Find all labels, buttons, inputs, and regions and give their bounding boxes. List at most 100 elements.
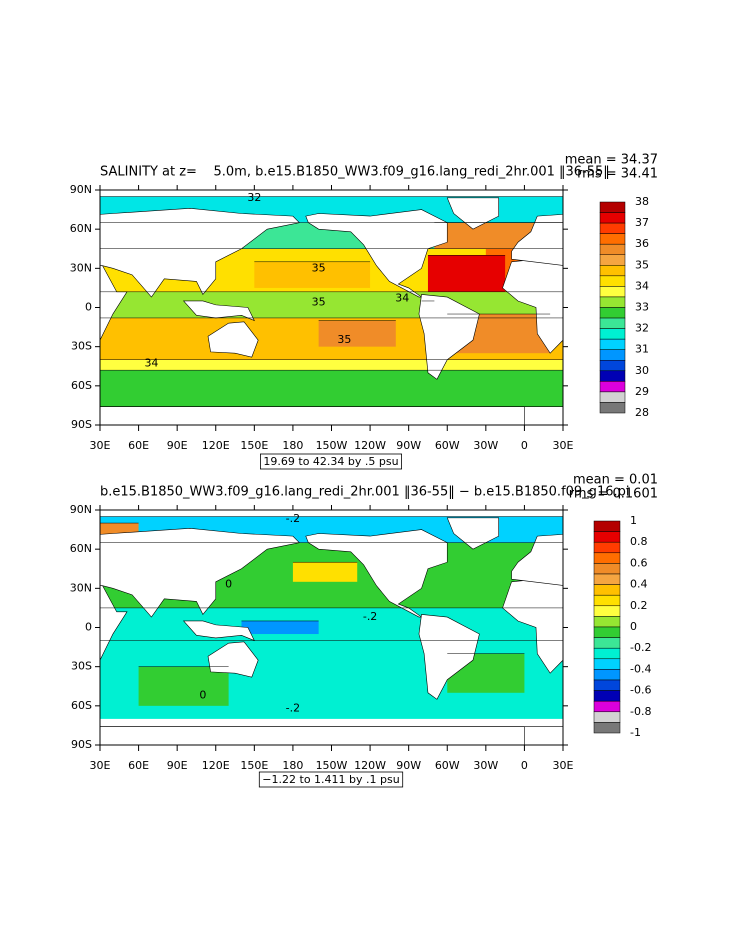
ocean-field	[100, 359, 563, 371]
colorbar-box	[599, 360, 626, 372]
lat-label: 0	[85, 301, 92, 314]
lon-label: 150E	[240, 439, 268, 452]
mean-label: mean = 34.37	[565, 153, 658, 168]
land	[182, 300, 255, 322]
ocean-field	[100, 370, 563, 410]
lat-label: 30N	[70, 261, 92, 274]
lon-label: 90W	[396, 759, 421, 772]
colorbar-label: 32	[635, 322, 649, 335]
land	[0, 198, 36, 229]
ocean-field	[138, 666, 229, 706]
colorbar-box	[593, 531, 621, 543]
colorbar-label: 30	[635, 364, 649, 377]
lon-label: 150W	[316, 759, 348, 772]
lon-label: 30W	[473, 439, 498, 452]
colorbar-box	[599, 233, 626, 245]
lon-label: 60E	[128, 439, 149, 452]
panel-title: b.e15.B1850_WW3.f09_g16.lang_redi_2hr.00…	[100, 485, 629, 500]
ocean-field	[241, 620, 319, 635]
colorbar-label: 37	[635, 216, 649, 229]
colorbar-label: 0	[630, 620, 637, 633]
land	[511, 214, 563, 266]
colorbar-box	[599, 222, 626, 234]
lat-label: 90S	[71, 418, 92, 431]
colorbar-box	[593, 605, 621, 617]
lat-label: 30S	[71, 340, 92, 353]
land	[100, 406, 525, 425]
colorbar-box	[599, 243, 626, 255]
colorbar-box	[593, 722, 621, 734]
land	[0, 614, 16, 699]
colorbar-label: 35	[635, 258, 649, 271]
colorbar-label: 36	[635, 237, 649, 250]
contour-label: -.2	[286, 701, 300, 714]
lon-label: 120W	[354, 759, 386, 772]
rms-label: rms = 0.1601	[569, 487, 658, 502]
lat-label: 90S	[71, 738, 92, 751]
lon-label: 30E	[553, 759, 574, 772]
contour-label: 34	[395, 291, 409, 304]
lon-label: 180	[282, 759, 303, 772]
lon-label: 60E	[128, 759, 149, 772]
colorbar-box	[593, 700, 621, 713]
colorbar-label: -0.2	[630, 641, 651, 654]
colorbar-box	[593, 563, 621, 575]
lat-label: 30S	[71, 660, 92, 673]
land	[418, 294, 480, 380]
colorbar-box	[599, 286, 626, 298]
ocean-field	[100, 291, 563, 318]
colorbar-box	[599, 307, 626, 319]
lon-label: 0	[521, 759, 528, 772]
colorbar-box	[593, 573, 621, 585]
colorbar-label: -0.6	[630, 684, 651, 697]
lat-label: 30N	[70, 581, 92, 594]
range-box	[260, 453, 402, 470]
colorbar-box	[599, 328, 626, 340]
panel-title: SALINITY at z= 5.0m, b.e15.B1850_WW3.f09…	[100, 165, 610, 180]
lon-label: 90E	[167, 759, 188, 772]
lat-label: 60N	[70, 222, 92, 235]
range-box	[258, 771, 404, 788]
colorbar-box	[593, 616, 621, 628]
colorbar-box	[599, 296, 626, 308]
colorbar-label: 0.8	[630, 535, 648, 548]
colorbar-label: 31	[635, 343, 649, 356]
colorbar-box	[599, 254, 626, 266]
lat-label: 60S	[71, 379, 92, 392]
colorbar-box	[593, 637, 621, 649]
colorbar-label: 0.6	[630, 556, 648, 569]
colorbar-label: -0.8	[630, 705, 651, 718]
mean-label: mean = 0.01	[573, 473, 658, 488]
land	[100, 264, 128, 341]
land	[207, 641, 259, 678]
land	[305, 209, 448, 298]
land	[100, 207, 300, 298]
colorbar-label: 0.4	[630, 578, 648, 591]
lon-label: 120E	[202, 759, 230, 772]
colorbar-box	[593, 669, 621, 681]
colorbar-box	[599, 349, 626, 361]
contour-label: 0	[225, 577, 232, 590]
land	[0, 518, 36, 549]
lon-label: 90W	[396, 439, 421, 452]
land	[0, 294, 16, 379]
lat-label: 90N	[70, 503, 92, 516]
colorbar-box	[593, 647, 621, 660]
colorbar-label: 0.2	[630, 599, 648, 612]
ocean-field	[100, 607, 563, 641]
ocean-field	[254, 261, 371, 288]
colorbar-box	[599, 370, 626, 382]
colorbar-label: 29	[635, 385, 649, 398]
map: 32 35 35 34 35 34	[0, 190, 563, 425]
colorbar-label: 34	[635, 279, 649, 292]
lon-label: 30E	[90, 439, 111, 452]
land	[100, 527, 300, 618]
contour-label: 35	[337, 333, 351, 346]
colorbar-box	[593, 711, 621, 723]
land	[418, 614, 480, 700]
contour-label: 35	[312, 295, 326, 308]
lat-label: 60N	[70, 542, 92, 555]
lon-label: 30E	[90, 759, 111, 772]
colorbar-label: 33	[635, 301, 649, 314]
